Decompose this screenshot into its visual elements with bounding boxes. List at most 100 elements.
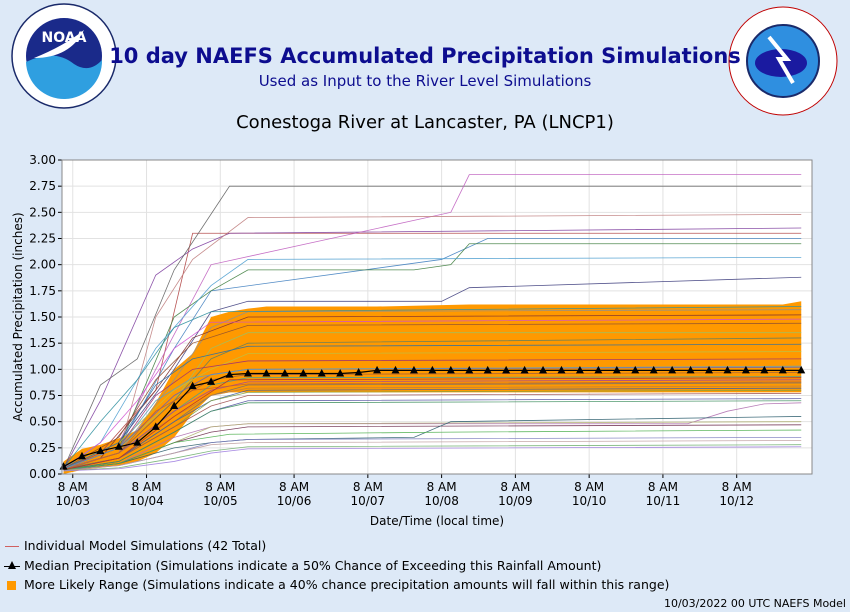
x-tick-label-date: 10/11 [646, 494, 681, 508]
median-marker [575, 365, 584, 374]
simulation-line-9 [63, 276, 802, 470]
x-tick-label-date: 10/03 [55, 494, 90, 508]
noaa-logo: NOAA [11, 3, 117, 109]
median-marker [465, 365, 474, 374]
legend-individual-label: Individual Model Simulations (42 Total) [24, 538, 267, 553]
legend-median: Median Precipitation (Simulations indica… [4, 558, 601, 573]
y-tick-label: 0.00 [29, 467, 56, 481]
median-marker [760, 365, 769, 374]
simulation-line-33 [63, 446, 802, 472]
legend-median-swatch [4, 560, 20, 572]
median-marker [170, 401, 179, 409]
y-tick-label: 3.00 [29, 153, 56, 167]
median-marker [705, 365, 714, 374]
median-marker [723, 365, 732, 374]
median-marker [243, 369, 252, 377]
x-tick-label-time: 8 AM [574, 480, 604, 494]
median-marker [778, 365, 787, 374]
x-tick-label-time: 8 AM [353, 480, 383, 494]
median-marker [280, 369, 289, 377]
median-line [59, 365, 806, 470]
median-marker [188, 381, 197, 390]
median-marker [649, 365, 658, 374]
legend-range-label: More Likely Range (Simulations indicate … [24, 577, 670, 592]
median-marker [77, 451, 86, 460]
y-tick-label: 2.50 [29, 205, 56, 219]
x-tick-label-time: 8 AM [648, 480, 678, 494]
median-marker [317, 369, 326, 377]
x-tick-label-date: 10/12 [719, 494, 754, 508]
median-marker [207, 377, 216, 385]
median-marker [612, 365, 621, 374]
median-marker [262, 369, 271, 377]
legend-range-swatch [4, 579, 20, 591]
x-tick-label-time: 8 AM [427, 480, 457, 494]
median-marker [299, 369, 308, 377]
median-marker [539, 365, 548, 374]
median-marker [520, 365, 529, 374]
page-title: 10 day NAEFS Accumulated Precipitation S… [109, 44, 741, 68]
model-run-footer: 10/03/2022 00 UTC NAEFS Model [663, 597, 846, 610]
median-marker [354, 367, 363, 376]
median-marker [502, 365, 511, 374]
location-title: Conestoga River at Lancaster, PA (LNCP1) [236, 112, 614, 133]
x-tick-label-time: 8 AM [205, 480, 235, 494]
x-tick-label-date: 10/06 [277, 494, 312, 508]
median-marker [391, 365, 400, 374]
simulation-line-31 [63, 440, 802, 472]
legend-individual: Individual Model Simulations (42 Total) [4, 538, 266, 553]
simulation-line-35 [63, 343, 802, 470]
legend-median-label: Median Precipitation (Simulations indica… [24, 558, 602, 573]
x-tick-label-time: 8 AM [500, 480, 530, 494]
simulation-line-7 [63, 243, 802, 470]
simulation-line-32 [63, 444, 802, 472]
x-tick-label-date: 10/04 [129, 494, 164, 508]
median-marker [373, 365, 382, 374]
plot-frame [61, 159, 813, 475]
y-tick-label: 2.00 [29, 258, 56, 272]
simulation-line-3 [63, 185, 802, 469]
median-marker [594, 365, 603, 374]
y-tick-label: 0.50 [29, 415, 56, 429]
x-tick-label-date: 10/09 [498, 494, 533, 508]
median-marker [668, 365, 677, 374]
simulation-line-40 [63, 318, 802, 469]
x-tick-label-date: 10/10 [572, 494, 607, 508]
x-tick-label-time: 8 AM [279, 480, 309, 494]
legend-range: More Likely Range (Simulations indicate … [4, 577, 669, 592]
median-marker [741, 365, 750, 374]
median-marker [557, 365, 566, 374]
median-marker [446, 365, 455, 374]
median-marker [225, 370, 234, 378]
noaa-logo-text: NOAA [42, 30, 87, 46]
median-marker [797, 365, 806, 374]
axes: 0.00 0.25 0.50 0.75 1.00 1.25 1.50 1.75 2.00 2.25… [29, 153, 813, 508]
median-marker [428, 365, 437, 374]
y-axis-label: Accumulated Precipitation (inches) [11, 212, 25, 421]
x-tick-label-date: 10/08 [424, 494, 459, 508]
simulation-line-37 [63, 365, 802, 470]
y-tick-label: 1.00 [29, 362, 56, 376]
nws-logo [728, 6, 838, 116]
x-tick-label-time: 8 AM [132, 480, 162, 494]
simulation-line-39 [63, 306, 802, 468]
median-marker [96, 446, 105, 454]
median-marker [336, 369, 345, 377]
median-marker [133, 438, 142, 446]
y-tick-label: 0.75 [29, 389, 56, 403]
x-tick-label-date: 10/05 [203, 494, 238, 508]
y-tick-label: 2.75 [29, 179, 56, 193]
simulation-line-41 [63, 429, 802, 471]
median-marker [631, 365, 640, 374]
median-marker [409, 365, 418, 374]
median-marker [483, 365, 492, 374]
y-tick-label: 1.25 [29, 336, 56, 350]
y-tick-label: 0.25 [29, 441, 56, 455]
x-tick-label-date: 10/07 [351, 494, 386, 508]
simulation-line-34 [63, 322, 802, 470]
x-tick-label-time: 8 AM [722, 480, 752, 494]
simulation-line-42 [63, 377, 802, 471]
legend-individual-swatch [4, 540, 20, 552]
page-subtitle: Used as Input to the River Level Simulat… [258, 72, 592, 90]
y-tick-label: 1.75 [29, 284, 56, 298]
